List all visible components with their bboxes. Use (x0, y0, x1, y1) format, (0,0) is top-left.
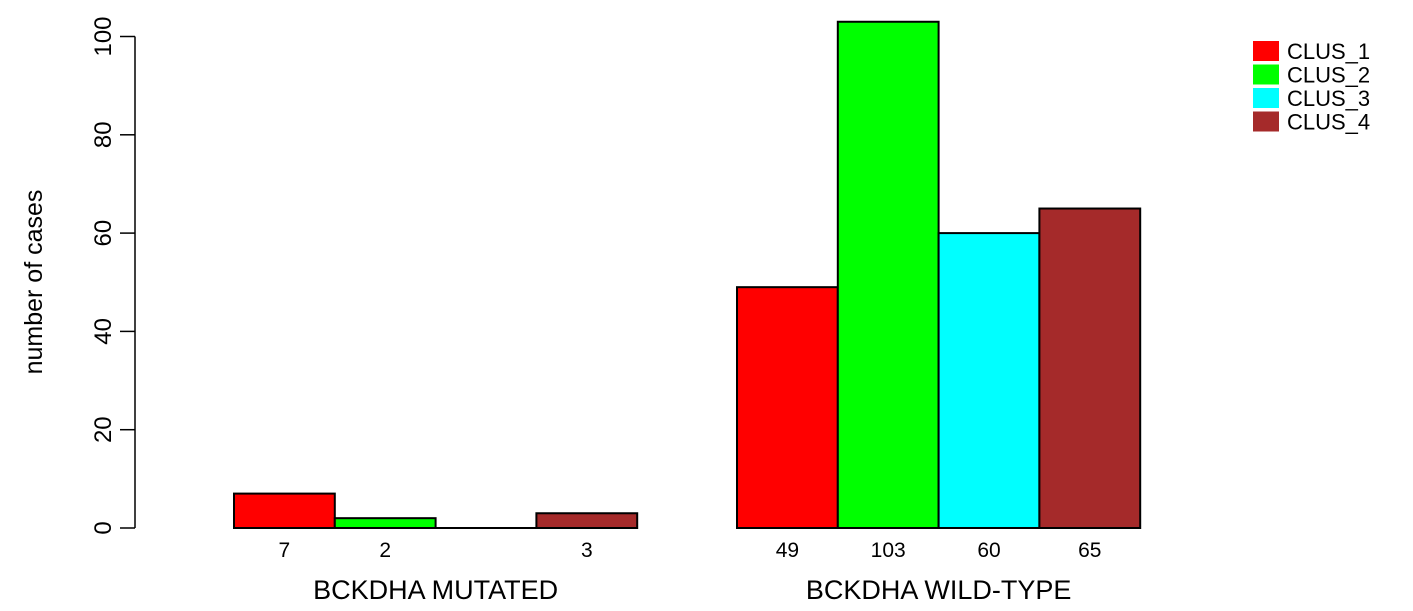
value-label: 65 (1078, 539, 1101, 562)
y-tick-label: 0 (90, 521, 117, 534)
legend-label: CLUS_1 (1287, 39, 1370, 64)
legend-label: CLUS_2 (1287, 63, 1370, 88)
y-axis-title: number of cases (20, 190, 48, 375)
value-label: 2 (379, 539, 391, 562)
bar-clus-1-1 (233, 492, 336, 529)
category-label: BCKDHA WILD-TYPE (806, 575, 1072, 605)
bar-clus-2-2 (836, 20, 940, 529)
legend-swatch (1253, 41, 1279, 61)
value-label: 60 (977, 539, 1000, 562)
legend-label: CLUS_3 (1287, 86, 1370, 111)
bar-clus-2-1 (333, 517, 437, 529)
bars (233, 20, 1142, 530)
group-labels: BCKDHA MUTATED BCKDHA WILD-TYPE (313, 575, 1071, 605)
value-label: 3 (581, 539, 593, 562)
legend-label: CLUS_4 (1287, 110, 1370, 135)
value-label: 7 (279, 539, 291, 562)
bar-clus-4-1 (535, 512, 639, 530)
y-tick-label: 60 (90, 220, 117, 247)
y-tick-label: 20 (90, 416, 117, 443)
value-label: 49 (776, 539, 799, 562)
y-tick-label: 80 (90, 121, 117, 148)
legend-swatch (1253, 88, 1279, 108)
y-axis: 0 20 40 60 80 100 (90, 16, 136, 535)
legend-swatch (1253, 111, 1279, 132)
value-labels: 7 2 3 49 103 60 65 (279, 539, 1102, 562)
category-label: BCKDHA MUTATED (313, 575, 558, 605)
y-tick-label: 100 (90, 16, 117, 56)
bar-clus-1-2 (736, 286, 839, 530)
legend-swatch (1253, 64, 1279, 85)
bar-clus-4-2 (1038, 207, 1142, 529)
y-tick-label: 40 (90, 318, 117, 345)
value-label: 103 (871, 539, 906, 562)
bar-clus-3-2 (937, 232, 1041, 529)
